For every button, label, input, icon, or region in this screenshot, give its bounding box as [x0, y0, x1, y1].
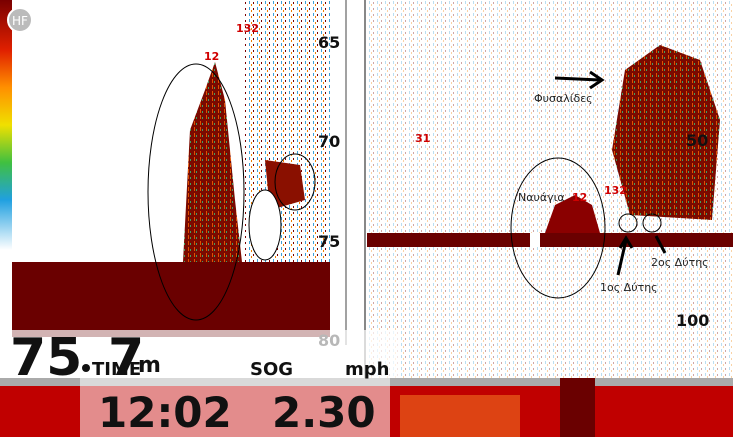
circle: [642, 213, 662, 233]
label: 12: [204, 50, 219, 63]
circle: [618, 213, 638, 233]
annotation: Ναυάγια: [518, 191, 565, 204]
time-label: TIME: [92, 359, 141, 380]
scale-label: 75: [318, 232, 340, 251]
label: 12: [572, 191, 587, 204]
history-block: [560, 378, 595, 437]
depth-unit: m: [138, 353, 161, 378]
circle: [248, 189, 282, 261]
scale-label: 70: [318, 132, 340, 151]
scale-label: 50: [686, 131, 708, 150]
depth-panel: [0, 330, 400, 378]
fish-plume: [183, 62, 242, 262]
annotation: Φυσαλίδες: [534, 92, 593, 105]
scale-label: 100: [676, 311, 709, 330]
sog-label: SOG: [250, 359, 293, 380]
sog-unit: mph: [345, 359, 389, 380]
footer-panel: [80, 378, 390, 437]
color-bar: [0, 0, 12, 250]
label: 31: [415, 132, 430, 145]
bubbles: [612, 45, 720, 220]
label: 132: [604, 184, 627, 197]
badge: [7, 7, 33, 33]
badge-text: HF: [12, 14, 28, 28]
seabed: [12, 262, 330, 337]
scale-label: 65: [318, 33, 340, 52]
circle: [147, 63, 245, 321]
seabed: [367, 233, 733, 247]
label: 132: [236, 22, 259, 35]
wreck: [545, 195, 600, 233]
time: 12:02: [98, 388, 232, 437]
circle: [510, 157, 606, 299]
scale-strip: [330, 0, 365, 345]
history-block: [400, 395, 520, 437]
sog: 2.30: [272, 388, 376, 437]
gap: [530, 233, 540, 247]
circle: [274, 153, 316, 211]
arrow: [654, 235, 667, 254]
decimal-point: [82, 364, 90, 372]
arrow: [616, 235, 634, 276]
annotation: 2ος Δύτης: [651, 256, 709, 269]
annotation: 1ος Δύτης: [600, 281, 658, 294]
arrow: [554, 70, 605, 90]
